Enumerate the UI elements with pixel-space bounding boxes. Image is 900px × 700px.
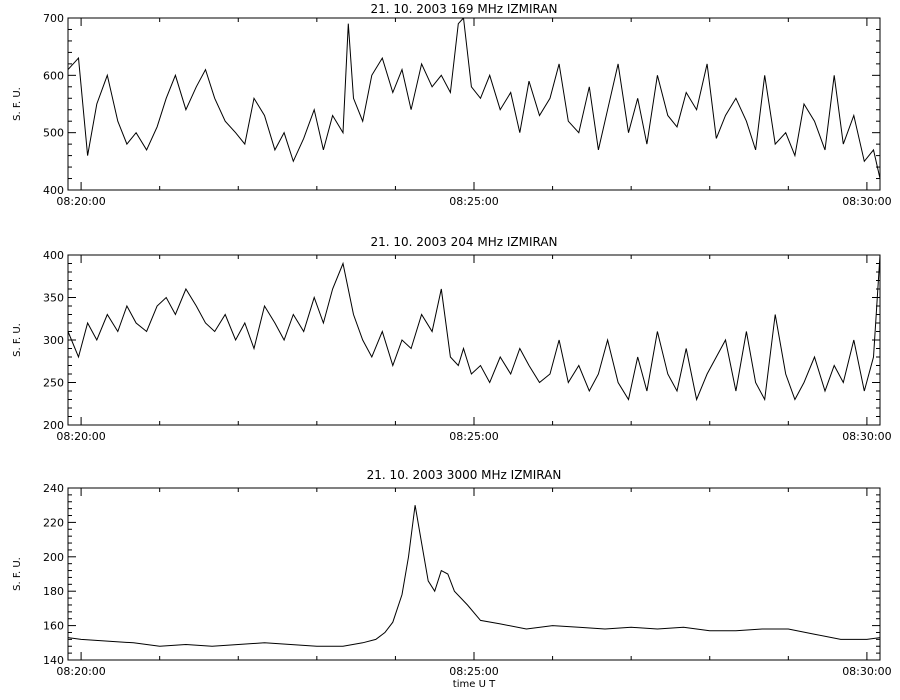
x-tick-label: 08:30:00 [842,665,891,678]
x-tick-label: 08:25:00 [449,665,498,678]
x-tick-label: 08:25:00 [449,195,498,208]
y-tick-label: 160 [43,620,64,633]
x-tick-label: 08:20:00 [56,195,105,208]
x-tick-label: 08:25:00 [449,430,498,443]
y-tick-label: 600 [43,69,64,82]
x-axis-label: time U T [453,679,496,690]
y-tick-label: 200 [43,551,64,564]
series-line-1 [68,505,880,647]
plot-frame [67,487,881,661]
x-tick-label: 08:20:00 [56,665,105,678]
y-axis-label: S. F. U. [12,87,23,121]
x-tick-label: 08:30:00 [842,195,891,208]
y-tick-label: 400 [43,249,64,262]
y-tick-label: 500 [43,127,64,140]
y-tick-label: 300 [43,334,64,347]
y-tick-label: 220 [43,516,64,529]
series-line-1 [68,255,880,402]
panel-3: 21. 10. 2003 3000 MHz IZMIRAN S. F. U. 140… [12,468,892,690]
panel-1: 21. 10. 2003 169 MHz IZMIRAN S. F. U. 400 5… [12,2,892,208]
y-tick-label: 250 [43,377,64,390]
y-axis-label: S. F. U. [12,557,23,591]
y-tick-label: 350 [43,292,64,305]
plot-frame [67,17,881,191]
chart-title: 21. 10. 2003 169 MHz IZMIRAN [370,2,557,16]
series-line-1 [68,18,880,179]
y-tick-label: 700 [43,12,64,25]
chart-title: 21. 10. 2003 3000 MHz IZMIRAN [367,468,562,482]
plot-frame [67,254,881,426]
chart-title: 21. 10. 2003 204 MHz IZMIRAN [370,235,557,249]
y-tick-label: 140 [43,654,64,667]
x-tick-label: 08:20:00 [56,430,105,443]
x-tick-label: 08:30:00 [842,430,891,443]
y-tick-label: 240 [43,482,64,495]
y-tick-label: 400 [43,184,64,197]
y-tick-label: 180 [43,585,64,598]
y-tick-label: 200 [43,419,64,432]
y-axis-label: S. F. U. [12,323,23,357]
panel-2: 21. 10. 2003 204 MHz IZMIRAN S. F. U. 200 2… [12,235,892,443]
